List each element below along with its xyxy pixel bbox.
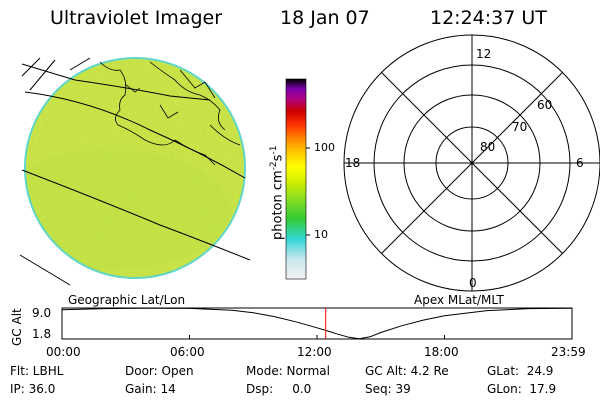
xtick-label-0600: 06:00 (170, 345, 205, 359)
mlat-label-70: 70 (512, 120, 528, 134)
globe-limb (24, 57, 246, 279)
header-date: 18 Jan 07 (280, 7, 370, 29)
altitude-frame (61, 307, 573, 340)
header-time: 12:24:37 UT (430, 7, 547, 29)
geo-coastlines (99, 61, 241, 166)
footer-seq: Seq: 39 (365, 382, 411, 396)
colorbar-gradient (285, 78, 307, 280)
footer-glon: GLon: 17.9 (487, 382, 557, 396)
mlt-label-18: 18 (345, 156, 361, 170)
geo-panel-label: Geographic Lat/Lon (68, 293, 186, 307)
mlat-label-60: 60 (537, 98, 553, 112)
xtick-label-2359: 23:59 (551, 345, 586, 359)
polar-diagonal-2 (381, 72, 563, 254)
footer-ip: IP: 36.0 (10, 382, 56, 396)
footer-door: Door: Open (125, 364, 194, 378)
altitude-ytick-bottom: 1.8 (32, 327, 52, 341)
footer-dsp: Dsp: 0.0 (246, 382, 312, 396)
mlat-label-80: 80 (480, 140, 496, 154)
colorbar-tick-label-100: 100 (314, 141, 335, 154)
altitude-ylabel: GC Alt (10, 308, 24, 346)
footer-gain: Gain: 14 (125, 382, 176, 396)
colorbar-tick-label-10: 10 (314, 228, 328, 241)
apex-panel-label: Apex MLat/MLT (414, 293, 504, 307)
mlt-label-12: 12 (476, 47, 492, 61)
xtick-label-1200: 12:00 (297, 345, 332, 359)
xtick-label-1800: 18:00 (424, 345, 459, 359)
instrument-title: Ultraviolet Imager (50, 7, 223, 29)
mlt-label-6: 6 (576, 156, 584, 170)
footer-glat: GLat: 24.9 (487, 364, 554, 378)
xtick-label-0000: 00:00 (46, 345, 81, 359)
footer-mode: Mode: Normal (246, 364, 330, 378)
altitude-series-line (61, 307, 572, 340)
footer-gc-alt: GC Alt: 4.2 Re (365, 364, 449, 378)
altitude-ytick-top: 9.0 (32, 306, 52, 320)
geo-graticule (19, 57, 251, 286)
mlt-label-0: 0 (469, 276, 477, 290)
footer-filter: Flt: LBHL (10, 364, 64, 378)
